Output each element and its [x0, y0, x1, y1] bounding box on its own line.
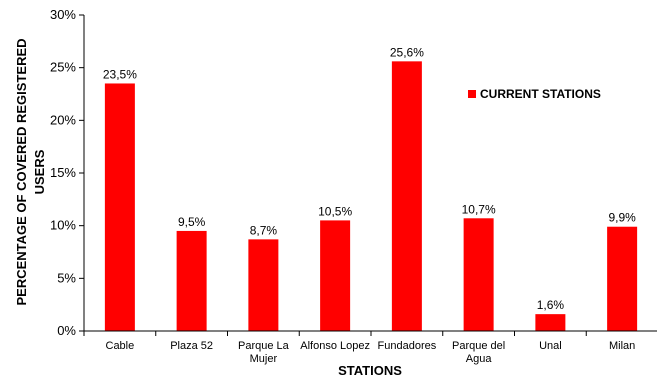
- data-label: 1,6%: [537, 298, 565, 312]
- x-tick-label: Parque del Agua: [452, 340, 505, 365]
- bar: [176, 230, 207, 331]
- y-tick-label: 0%: [57, 323, 76, 338]
- x-tick-label: Cable: [106, 340, 135, 352]
- y-axis-title-line-1: PERCENTAGE OF COVERED REGISTERED: [14, 38, 29, 305]
- data-label: 8,7%: [250, 223, 278, 237]
- y-tick-label: 10%: [50, 218, 76, 233]
- bar: [535, 314, 566, 331]
- bar: [607, 226, 638, 331]
- x-tick-label: Fundadores: [378, 340, 437, 352]
- bar: [104, 83, 135, 331]
- y-tick-label: 25%: [50, 60, 76, 75]
- data-label: 23,5%: [103, 67, 137, 81]
- x-tick-label: Parque La Mujer: [238, 340, 290, 365]
- bars: [104, 61, 638, 331]
- x-tick-label: Milan: [609, 340, 635, 352]
- data-label: 9,9%: [608, 211, 636, 225]
- y-tick-label: 15%: [50, 165, 76, 180]
- bar: [463, 218, 494, 331]
- y-tick-label: 5%: [57, 270, 76, 285]
- y-axis-title-line-2: USERS: [32, 149, 47, 194]
- y-tick-label: 20%: [50, 112, 76, 127]
- bar: [320, 220, 351, 331]
- data-label: 10,7%: [462, 202, 496, 216]
- x-tick-label: Unal: [539, 340, 562, 352]
- x-tick-label: Plaza 52: [170, 340, 213, 352]
- y-axis: 0% 5% 10% 15% 20% 25% 30%: [50, 7, 85, 338]
- legend-swatch-current-stations: [468, 90, 476, 98]
- legend: CURRENT STATIONS: [468, 87, 601, 101]
- data-label: 10,5%: [318, 204, 352, 218]
- data-label: 9,5%: [178, 215, 206, 229]
- legend-label-current-stations: CURRENT STATIONS: [480, 87, 601, 101]
- data-label: 25,6%: [390, 45, 424, 59]
- x-tick-label: Alfonso Lopez: [300, 340, 370, 352]
- y-tick-label: 30%: [50, 7, 76, 22]
- bar: [248, 239, 279, 331]
- x-axis: Cable Plaza 52 Parque La Mujer Alfonso Lopez…: [83, 330, 657, 365]
- data-labels: 23,5% 9,5% 8,7% 10,5% 25,6% 10,7% 1,6% 9,9%: [103, 45, 636, 312]
- x-axis-title: STATIONS: [338, 363, 402, 377]
- bar: [391, 61, 422, 331]
